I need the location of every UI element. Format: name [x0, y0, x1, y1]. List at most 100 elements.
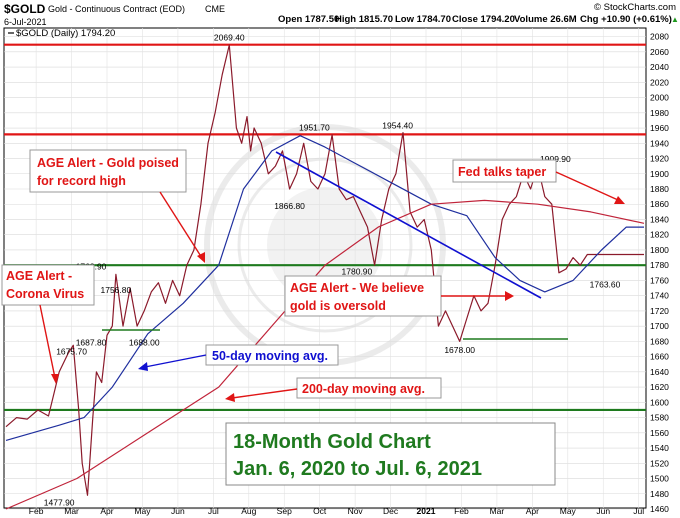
- stat-change: Chg +10.90 (+0.61%): [580, 14, 672, 25]
- stat-high: High 1815.70: [335, 14, 393, 25]
- x-tick-label: Mar: [490, 506, 505, 516]
- annotation-corona: AGE Alert - Corona Virus: [1, 264, 95, 384]
- price-label: 1477.90: [44, 497, 75, 507]
- y-tick-label: 1560: [650, 428, 669, 438]
- y-tick-label: 1840: [650, 214, 669, 224]
- price-label: 1756.80: [101, 285, 132, 295]
- x-tick-label: Oct: [313, 506, 327, 516]
- y-tick-label: 1940: [650, 138, 669, 148]
- x-tick-label: Feb: [29, 506, 44, 516]
- y-tick-label: 1740: [650, 291, 669, 301]
- x-tick-label: Nov: [348, 506, 364, 516]
- x-tick-label: Apr: [100, 506, 113, 516]
- y-tick-label: 2040: [650, 62, 669, 72]
- y-tick-label: 1920: [650, 154, 669, 164]
- annotation-oversold: AGE Alert - We believe gold is oversold: [284, 275, 514, 317]
- x-tick-label: May: [560, 506, 577, 516]
- y-axis: 1460 1480 1500 1520 1540 1560 1580 1600 1620 1640…: [650, 32, 669, 514]
- downtrend-line: [275, 151, 542, 299]
- y-tick-label: 1860: [650, 199, 669, 209]
- annotation-oversold-line2: gold is oversold: [290, 299, 386, 313]
- x-tick-label: Jun: [596, 506, 610, 516]
- chart-date: 6-Jul-2021: [4, 17, 47, 27]
- y-tick-label: 1680: [650, 336, 669, 346]
- y-tick-label: 1480: [650, 489, 669, 499]
- annotation-ma50: 50-day moving avg.: [138, 344, 339, 371]
- x-tick-label: Jun: [171, 506, 185, 516]
- x-tick-label: Aug: [241, 506, 256, 516]
- stat-volume: Volume 26.6M: [514, 14, 577, 25]
- stat-close: Close 1794.20: [452, 14, 515, 25]
- price-label: 1675.70: [56, 347, 87, 357]
- x-tick-label: Jul: [208, 506, 219, 516]
- y-tick-label: 1720: [650, 306, 669, 316]
- price-label: 1687.80: [76, 337, 107, 347]
- chart-symbol: $GOLD: [4, 2, 46, 16]
- y-tick-label: 1980: [650, 108, 669, 118]
- price-label: 2069.40: [214, 33, 245, 43]
- x-tick-label: Jul: [633, 506, 644, 516]
- annotation-record-high-line2: for record high: [37, 174, 126, 188]
- y-tick-label: 1580: [650, 413, 669, 423]
- annotation-record-high-line1: AGE Alert - Gold poised: [37, 156, 179, 170]
- x-tick-label: Dec: [383, 506, 399, 516]
- x-axis: Feb Mar Apr May Jun Jul Aug Sep Oct Nov Dec 2021 Feb…: [29, 506, 644, 516]
- annotation-ma50-text: 50-day moving avg.: [212, 349, 328, 363]
- price-labels: 2069.401951.701954.401866.801780.901768.…: [44, 33, 621, 508]
- stat-low: Low 1784.70: [395, 14, 451, 25]
- y-tick-label: 1460: [650, 504, 669, 514]
- annotation-fed: Fed talks taper: [452, 159, 625, 204]
- legend-gold: $GOLD (Daily) 1794.20: [16, 28, 115, 39]
- annotation-fed-text: Fed talks taper: [458, 165, 546, 179]
- y-tick-label: 1760: [650, 275, 669, 285]
- stat-open: Open 1787.50: [278, 14, 339, 25]
- y-tick-label: 1640: [650, 367, 669, 377]
- y-tick-label: 1520: [650, 458, 669, 468]
- chart-exchange: CME: [205, 4, 225, 14]
- change-up-icon: ▲: [671, 15, 679, 24]
- series-ma200: [5, 199, 645, 510]
- y-tick-label: 1900: [650, 169, 669, 179]
- price-label: 1688.00: [129, 337, 160, 347]
- x-tick-label: Sep: [277, 506, 292, 516]
- price-label: 1866.80: [274, 201, 305, 211]
- x-tick-label: May: [134, 506, 151, 516]
- annotation-record-high: AGE Alert - Gold poised for record high: [29, 149, 205, 263]
- y-tick-label: 1880: [650, 184, 669, 194]
- y-tick-label: 2060: [650, 47, 669, 57]
- x-tick-label: Apr: [526, 506, 539, 516]
- price-label: 1763.60: [590, 280, 621, 290]
- y-tick-label: 2000: [650, 93, 669, 103]
- chart-subtitle: Jan. 6, 2020 to Jul. 6, 2021: [233, 458, 482, 480]
- annotation-oversold-line1: AGE Alert - We believe: [290, 281, 424, 295]
- annotation-ma200-text: 200-day moving avg.: [302, 382, 425, 396]
- price-label: 1909.90: [540, 154, 571, 164]
- y-tick-label: 1540: [650, 443, 669, 453]
- price-label: 1954.40: [382, 120, 413, 130]
- y-tick-label: 1600: [650, 397, 669, 407]
- y-tick-label: 1800: [650, 245, 669, 255]
- x-tick-label: 2021: [417, 506, 436, 516]
- y-tick-label: 1500: [650, 474, 669, 484]
- annotation-ma200: 200-day moving avg.: [225, 377, 442, 402]
- y-tick-label: 1620: [650, 382, 669, 392]
- y-tick-label: 1820: [650, 230, 669, 240]
- y-tick-label: 1960: [650, 123, 669, 133]
- stockcharts-credit: © StockCharts.com: [594, 2, 676, 13]
- annotation-corona-line1: AGE Alert -: [6, 269, 72, 283]
- title-box: 18-Month Gold Chart Jan. 6, 2020 to Jul.…: [225, 422, 556, 486]
- y-tick-label: 2080: [650, 32, 669, 42]
- y-tick-label: 1700: [650, 321, 669, 331]
- annotation-corona-line2: Corona Virus: [6, 287, 84, 301]
- y-tick-label: 2020: [650, 77, 669, 87]
- series-ma50: [5, 135, 644, 441]
- y-tick-label: 1660: [650, 352, 669, 362]
- chart-instrument-name: Gold - Continuous Contract (EOD): [48, 4, 185, 14]
- chart-title: 18-Month Gold Chart: [233, 431, 431, 453]
- price-label: 1780.90: [342, 267, 373, 277]
- price-label: 1678.00: [444, 345, 475, 355]
- price-label: 1951.70: [299, 122, 330, 132]
- x-tick-label: Mar: [64, 506, 79, 516]
- x-tick-label: Feb: [454, 506, 469, 516]
